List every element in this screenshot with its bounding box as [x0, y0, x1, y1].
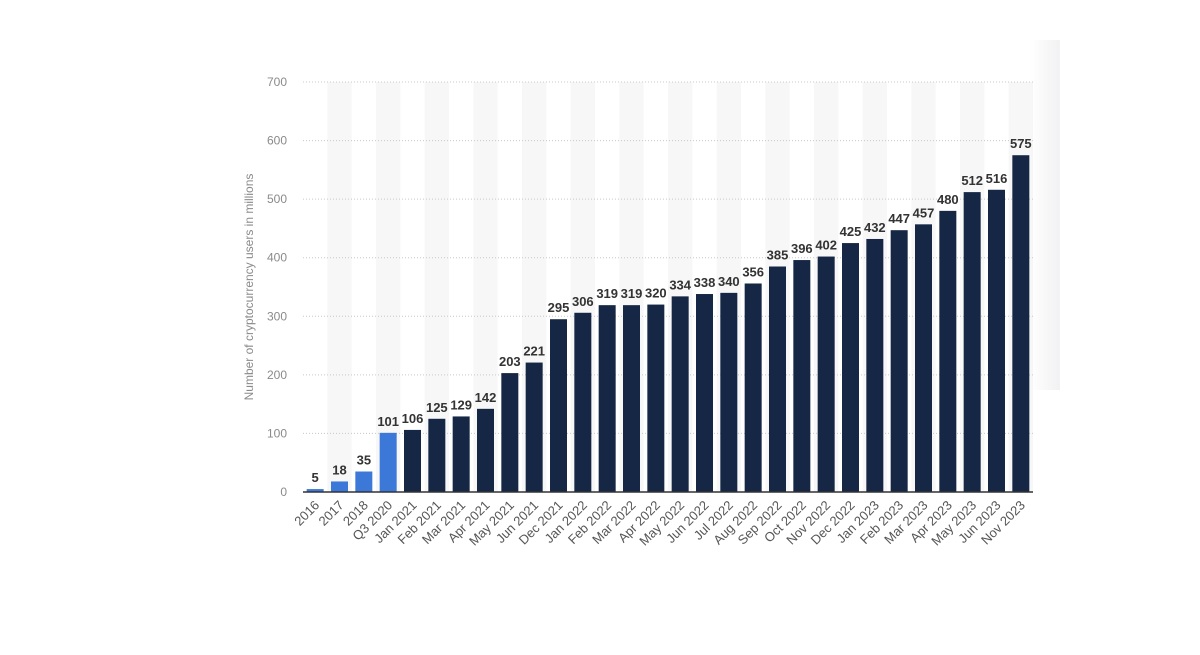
- bar: [574, 312, 592, 492]
- bar: [331, 481, 348, 492]
- bar: [720, 292, 738, 492]
- data-label: 320: [645, 286, 667, 301]
- bar: [744, 283, 762, 492]
- x-tick-label: 2017: [316, 498, 347, 529]
- data-label: 480: [937, 192, 959, 207]
- data-label: 129: [450, 397, 472, 412]
- data-label: 125: [426, 400, 448, 415]
- data-label: 356: [742, 264, 764, 279]
- y-tick-label: 400: [267, 251, 287, 265]
- data-label: 142: [475, 390, 497, 405]
- bar: [404, 429, 421, 492]
- data-label: 340: [718, 274, 740, 289]
- data-label: 385: [767, 248, 789, 263]
- y-axis-label: Number of cryptocurrency users in millio…: [242, 174, 256, 401]
- data-label: 432: [864, 220, 886, 235]
- right-edge-fade: [1030, 40, 1060, 390]
- data-label: 512: [961, 173, 983, 188]
- data-label: 295: [548, 300, 570, 315]
- bar: [915, 224, 932, 493]
- bar: [988, 189, 1005, 492]
- y-tick-label: 500: [267, 192, 287, 206]
- bar: [379, 432, 397, 492]
- data-label: 221: [523, 344, 545, 359]
- bar: [696, 294, 713, 492]
- data-label: 457: [913, 205, 935, 220]
- data-label: 447: [888, 211, 910, 226]
- bar: [866, 238, 884, 492]
- data-label: 396: [791, 241, 813, 256]
- data-label: 425: [840, 224, 862, 239]
- data-label: 334: [669, 277, 691, 292]
- bar: [598, 305, 616, 492]
- data-label: 575: [1010, 136, 1032, 151]
- bar: [525, 362, 543, 492]
- data-label: 319: [596, 286, 618, 301]
- column-band: [327, 82, 352, 492]
- bar: [647, 304, 665, 492]
- data-label: 5: [312, 470, 319, 485]
- data-label: 402: [815, 238, 837, 253]
- data-label: 106: [402, 411, 424, 426]
- bar: [671, 296, 689, 492]
- bar: [550, 319, 567, 492]
- y-tick-label: 300: [267, 309, 287, 323]
- bar: [939, 210, 957, 492]
- bar: [890, 230, 908, 492]
- bar: [817, 256, 835, 492]
- bar: [428, 418, 446, 492]
- bar: [452, 416, 470, 492]
- data-label: 516: [986, 171, 1008, 186]
- data-label: 306: [572, 294, 594, 309]
- bar: [477, 408, 494, 492]
- data-label: 338: [694, 275, 716, 290]
- y-tick-label: 100: [267, 426, 287, 440]
- y-tick-label: 200: [267, 368, 287, 382]
- bar: [501, 373, 519, 492]
- bar: [769, 266, 786, 492]
- data-label: 18: [332, 462, 346, 477]
- bar: [963, 192, 981, 492]
- x-tick-label: 2016: [291, 498, 322, 529]
- data-label: 203: [499, 354, 521, 369]
- data-label: 101: [377, 414, 399, 429]
- bar: [1012, 155, 1030, 492]
- y-tick-label: 0: [280, 485, 287, 499]
- data-label: 319: [621, 286, 643, 301]
- y-tick-label: 600: [267, 134, 287, 148]
- column-band: [376, 82, 401, 492]
- data-label: 35: [357, 453, 371, 468]
- bar: [355, 471, 373, 492]
- bar: [793, 260, 811, 492]
- y-tick-label: 700: [267, 75, 287, 89]
- bar: [623, 305, 640, 492]
- bar: [842, 243, 859, 492]
- bar: [306, 489, 324, 492]
